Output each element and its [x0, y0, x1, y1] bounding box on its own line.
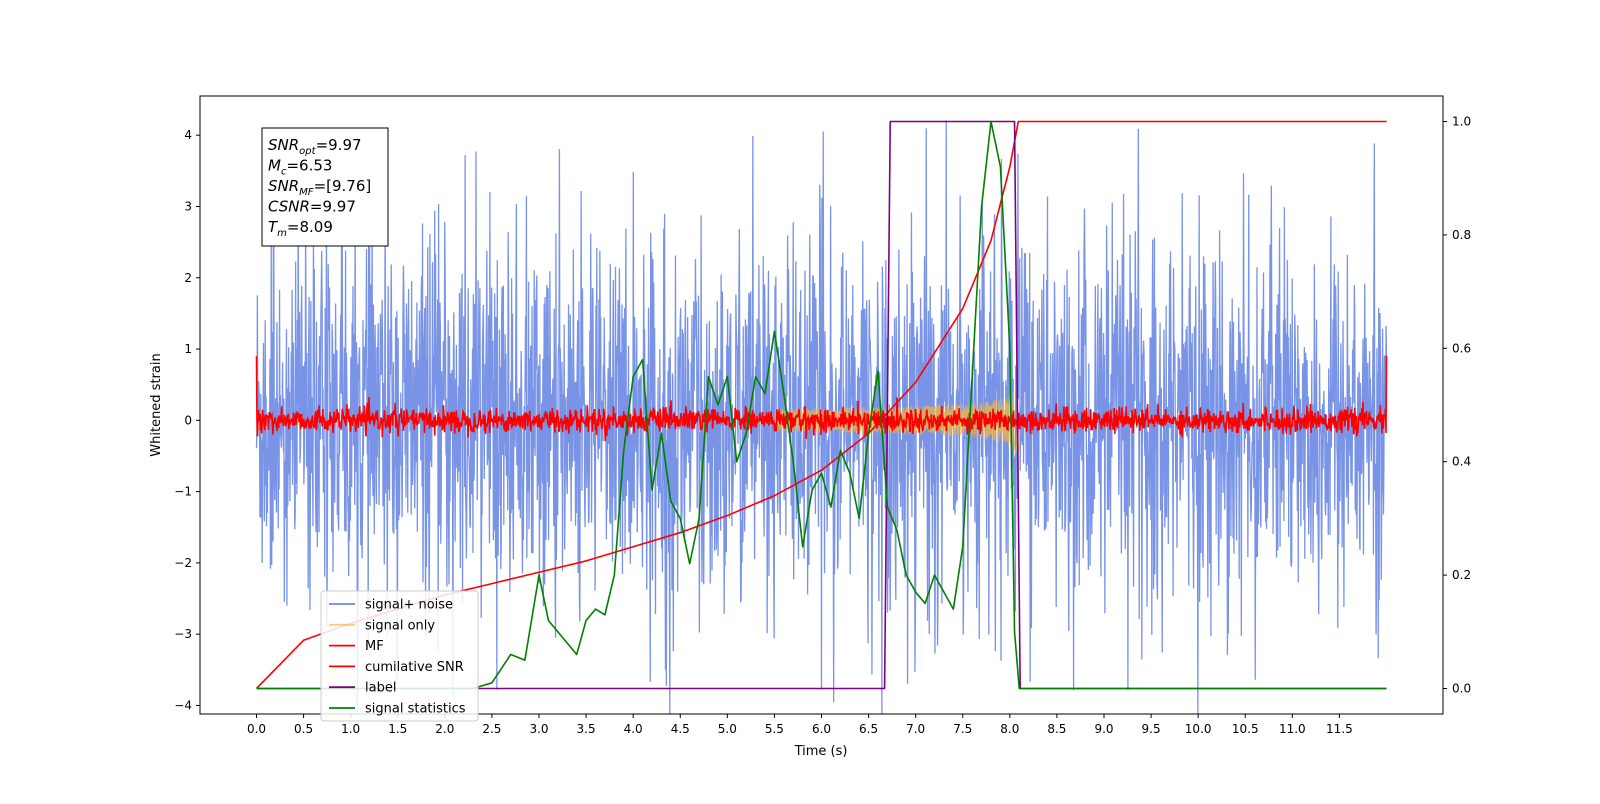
- x-tick-label: 9.0: [1094, 722, 1113, 736]
- legend-label: label: [365, 681, 396, 696]
- x-tick-label: 11.5: [1326, 722, 1353, 736]
- annotation-line: CSNR=9.97: [268, 198, 356, 216]
- x-tick-label: 9.5: [1142, 722, 1161, 736]
- annotation-line: SNRopt=9.97: [268, 136, 362, 157]
- y-axis-label: Whitened strain: [149, 353, 164, 456]
- y2-tick-label: 0.6: [1452, 341, 1471, 355]
- x-tick-label: 3.5: [577, 722, 596, 736]
- legend-label: signal only: [365, 618, 435, 633]
- x-tick-label: 10.0: [1185, 722, 1212, 736]
- series-signal-noise: [255, 120, 1388, 714]
- x-tick-label: 6.5: [859, 722, 878, 736]
- y2-tick-label: 0.4: [1452, 455, 1471, 469]
- x-axis-label: Time (s): [794, 744, 848, 759]
- x-tick-label: 8.5: [1047, 722, 1066, 736]
- x-tick-label: 1.0: [341, 722, 360, 736]
- y-tick-label: −1: [174, 485, 192, 499]
- y-tick-label: 1: [184, 342, 192, 356]
- annotation-line: SNRMF=[9.76]: [268, 177, 371, 198]
- x-tick-label: 5.5: [765, 722, 784, 736]
- series-mf: [255, 356, 1388, 441]
- x-tick-label: 7.0: [906, 722, 925, 736]
- x-tick-label: 3.0: [529, 722, 548, 736]
- y-tick-label: −4: [174, 698, 192, 712]
- x-tick-label: 2.5: [482, 722, 501, 736]
- annotation-line: Tm=8.09: [268, 218, 333, 239]
- series-signal-statistics: [256, 120, 1387, 690]
- annotation-frame: [261, 127, 389, 247]
- x-tick-label: 4.0: [624, 722, 643, 736]
- y2-tick-label: 0.2: [1452, 568, 1471, 582]
- x-tick-label: 6.0: [812, 722, 831, 736]
- legend-label: cumilative SNR: [365, 660, 464, 675]
- y2-tick-label: 0.8: [1452, 228, 1471, 242]
- legend: signal+ noise signal only MF cumilative SNR…: [320, 590, 479, 722]
- x-tick-label: 0.0: [247, 722, 266, 736]
- y-tick-label: −3: [174, 627, 192, 641]
- y-tick-label: 0: [184, 413, 192, 427]
- legend-label: MF: [365, 639, 384, 654]
- y2-tick-label: 1.0: [1452, 115, 1471, 129]
- y-tick-label: −2: [174, 556, 192, 570]
- axes: 0.0 0.5 1.0 1.5 2.0 2.5 3.0 3.5 4.0 4.5 5.0 5.5 6.0 6…: [174, 115, 1471, 736]
- x-tick-label: 0.5: [294, 722, 313, 736]
- legend-frame: [320, 590, 479, 722]
- x-tick-label: 1.5: [388, 722, 407, 736]
- y-tick-label: 2: [184, 271, 192, 285]
- y-tick-label: 4: [184, 128, 192, 142]
- y2-tick-label: 0.0: [1452, 681, 1471, 695]
- x-tick-label: 2.0: [435, 722, 454, 736]
- legend-label: signal+ noise: [365, 598, 453, 613]
- legend-label: signal statistics: [365, 702, 466, 717]
- x-tick-label: 5.0: [718, 722, 737, 736]
- x-tick-label: 11.0: [1279, 722, 1306, 736]
- annotation-line: Mc=6.53: [268, 157, 332, 178]
- x-tick-label: 10.5: [1232, 722, 1259, 736]
- x-tick-label: 8.0: [1000, 722, 1019, 736]
- x-tick-label: 7.5: [953, 722, 972, 736]
- x-tick-label: 4.5: [671, 722, 690, 736]
- y-tick-label: 3: [184, 199, 192, 213]
